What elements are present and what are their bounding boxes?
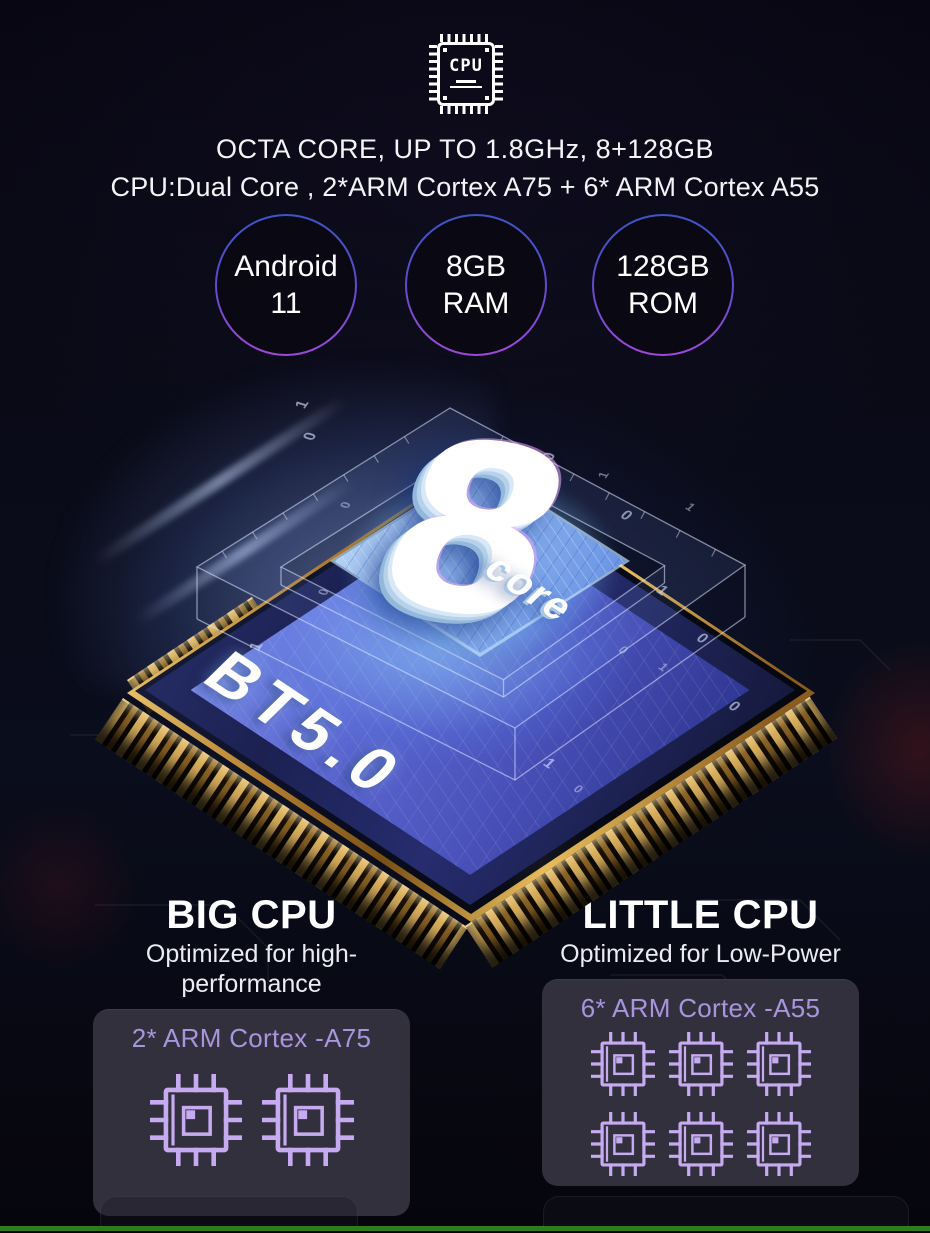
cpu-icon-corner-dot bbox=[443, 96, 447, 100]
cpu-icon-label: CPU bbox=[449, 56, 483, 76]
cpu-core-icon bbox=[669, 1032, 733, 1096]
little-cpu-core-grid bbox=[542, 1032, 859, 1176]
headline-performance: OCTA CORE, UP TO 1.8GHz, 8+128GB bbox=[216, 134, 714, 164]
badge-line: Android bbox=[234, 249, 338, 283]
cpu-icon-corner-dot bbox=[485, 96, 489, 100]
big-cpu-section: BIG CPU Optimized for high-performance 2… bbox=[93, 894, 410, 1216]
chip-wireframe-layer bbox=[195, 407, 747, 781]
badge-line: 11 bbox=[270, 287, 302, 320]
cpu-core-icon bbox=[747, 1032, 811, 1096]
big-cpu-spec-panel: 2* ARM Cortex -A75 bbox=[93, 1009, 410, 1216]
big-cpu-title: BIG CPU bbox=[166, 893, 337, 937]
big-cpu-core-grid bbox=[93, 1074, 410, 1166]
cpu-icon-pins bbox=[440, 106, 492, 114]
cpu-core-icon bbox=[591, 1112, 655, 1176]
little-cpu-subtitle: Optimized for Low-Power bbox=[560, 940, 841, 968]
badge-line: 128GB bbox=[616, 249, 710, 283]
badge-line: RAM bbox=[442, 287, 510, 320]
cpu-icon-line bbox=[450, 85, 482, 88]
cpu-core-icon bbox=[747, 1112, 811, 1176]
little-cpu-title: LITTLE CPU bbox=[582, 893, 819, 937]
cpu-icon-line bbox=[456, 80, 476, 83]
section-divider bbox=[0, 1226, 930, 1231]
cpu-icon-corner-dot bbox=[443, 48, 447, 52]
cpu-icon-corner-dot bbox=[485, 48, 489, 52]
big-cpu-subtitle: Optimized for high-performance bbox=[145, 940, 358, 998]
big-cpu-spec-label: 2* ARM Cortex -A75 bbox=[131, 1023, 372, 1053]
rom-badge: 128GB ROM bbox=[592, 214, 734, 356]
cpu-icon-pins bbox=[440, 34, 492, 42]
android-version-badge: Android 11 bbox=[215, 214, 357, 356]
cpu-icon-pins bbox=[495, 45, 503, 103]
headline-architecture: CPU:Dual Core , 2*ARM Cortex A75 + 6* AR… bbox=[110, 172, 820, 202]
cpu-chip-badge-icon: CPU bbox=[429, 34, 503, 114]
ram-badge: 8GB RAM bbox=[405, 214, 547, 356]
octa-core-chip-illustration: 1 0 0 1 0 0 1 0 1 1 0 0 1 1 0 0 1 0 bbox=[55, 360, 838, 970]
badge-line: ROM bbox=[628, 287, 698, 320]
little-cpu-spec-panel: 6* ARM Cortex -A55 bbox=[542, 979, 859, 1186]
little-cpu-spec-label: 6* ARM Cortex -A55 bbox=[580, 993, 821, 1023]
cpu-icon-body: CPU bbox=[437, 42, 495, 106]
cpu-core-icon bbox=[262, 1074, 354, 1166]
cpu-core-icon bbox=[150, 1074, 242, 1166]
cpu-core-icon bbox=[591, 1032, 655, 1096]
image-bottom-edge bbox=[0, 1231, 930, 1233]
cpu-icon-pins bbox=[429, 45, 437, 103]
badge-line: 8GB bbox=[445, 249, 507, 283]
little-cpu-section: LITTLE CPU Optimized for Low-Power 6* AR… bbox=[542, 894, 859, 1186]
cpu-core-icon bbox=[669, 1112, 733, 1176]
